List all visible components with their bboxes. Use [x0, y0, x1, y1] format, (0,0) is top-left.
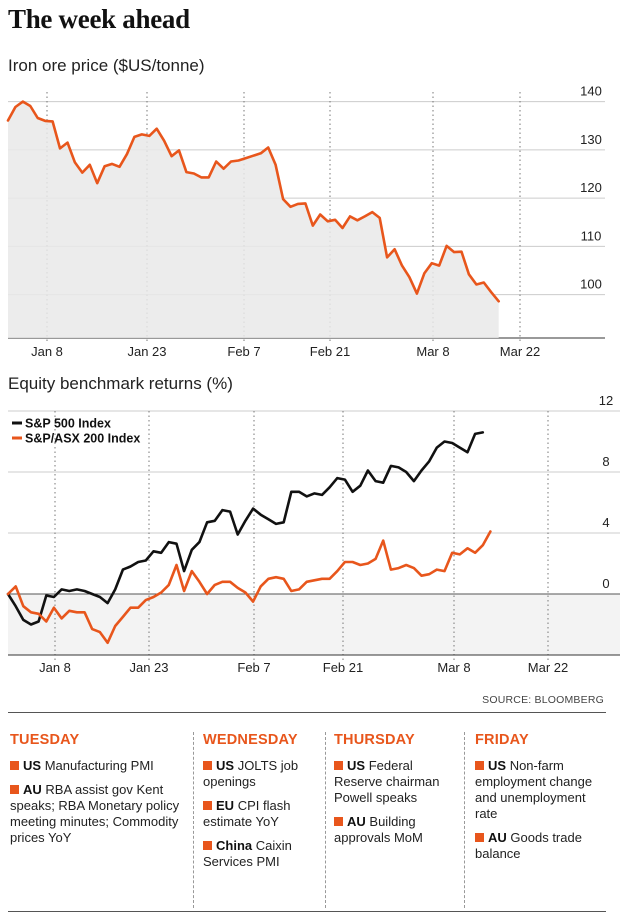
x-tick-label: Feb 21: [310, 344, 350, 359]
y-tick-label: 130: [580, 132, 602, 147]
region-label: AU: [347, 814, 366, 829]
calendar-day-wednesday: WEDNESDAY US JOLTS job openings EU CPI f…: [203, 732, 321, 878]
event-text: CPI flash estimate YoY: [203, 798, 291, 829]
y-tick-label: 12: [599, 393, 613, 408]
bullet-square-icon: [334, 817, 343, 826]
iron-ore-chart-title: Iron ore price ($US/tonne): [8, 56, 205, 75]
event-text: Building approvals MoM: [334, 814, 423, 845]
calendar-item: US JOLTS job openings: [203, 758, 321, 790]
calendar-item: AU Building approvals MoM: [334, 814, 454, 846]
y-tick-label: 140: [580, 84, 602, 99]
calendar-item: AU Goods trade balance: [475, 830, 610, 862]
bullet-square-icon: [475, 761, 484, 770]
y-tick-label: 8: [602, 454, 609, 469]
equity-returns-chart: 0 4 8 12 Jan 8 Jan 23 Feb 7 Feb 21 Mar 8 Mar 22 S&…: [6, 393, 620, 675]
x-tick-label: Jan 23: [127, 344, 166, 359]
y-tick-label: 4: [602, 515, 609, 530]
series-line: [6, 530, 492, 645]
bullet-square-icon: [475, 833, 484, 842]
bullet-square-icon: [203, 761, 212, 770]
calendar-item: US Federal Reserve chairman Powell speak…: [334, 758, 454, 806]
iron-ore-chart: 100 110 120 130 140 Jan 8 Jan 23 Feb 7 Feb 21 Mar…: [6, 84, 605, 359]
bullet-square-icon: [10, 785, 19, 794]
source-note: SOURCE: BLOOMBERG: [482, 694, 604, 706]
calendar-item: US Manufacturing PMI: [10, 758, 186, 774]
event-text: JOLTS job openings: [203, 758, 299, 789]
calendar-day-tuesday: TUESDAY US Manufacturing PMI AU RBA assi…: [10, 732, 186, 854]
event-text: Caixin Services PMI: [203, 838, 292, 869]
top-divider: [8, 712, 606, 713]
y-tick-label: 0: [602, 576, 609, 591]
x-tick-label: Feb 7: [237, 660, 270, 675]
day-heading: FRIDAY: [475, 732, 529, 748]
calendar-item: US Non-farm employment change and unempl…: [475, 758, 610, 822]
region-label: US: [488, 758, 507, 773]
event-text: Federal Reserve chairman Powell speaks: [334, 758, 440, 805]
series-line: [6, 100, 500, 303]
calendar-item: China Caixin Services PMI: [203, 838, 321, 870]
legend-label: S&P/ASX 200 Index: [25, 432, 140, 446]
x-tick-label: Mar 22: [528, 660, 568, 675]
series-area-fill: [8, 101, 499, 338]
x-tick-label: Mar 8: [437, 660, 470, 675]
series-line: [6, 431, 485, 626]
y-tick-label: 120: [580, 180, 602, 195]
calendar-separator: [193, 732, 194, 908]
region-label: EU: [216, 798, 235, 813]
day-heading: THURSDAY: [334, 732, 415, 748]
calendar-separator: [464, 732, 465, 908]
x-tick-label: Feb 7: [227, 344, 260, 359]
day-heading: TUESDAY: [10, 732, 80, 748]
bullet-square-icon: [203, 841, 212, 850]
region-label: AU: [23, 782, 42, 797]
calendar-day-friday: FRIDAY US Non-farm employment change and…: [475, 732, 610, 870]
page-title: The week ahead: [8, 4, 190, 34]
y-tick-label: 100: [580, 277, 602, 292]
x-tick-label: Mar 22: [500, 344, 540, 359]
x-tick-label: Mar 8: [416, 344, 449, 359]
event-text: Non-farm employment change and unemploym…: [475, 758, 593, 821]
x-tick-label: Feb 21: [323, 660, 363, 675]
calendar-item: AU RBA assist gov Kent speaks; RBA Monet…: [10, 782, 186, 846]
event-text: Goods trade balance: [475, 830, 582, 861]
region-label: US: [347, 758, 366, 773]
event-text: RBA assist gov Kent speaks; RBA Monetary…: [10, 782, 180, 845]
below-zero-shading: [8, 594, 620, 655]
calendar-item: EU CPI flash estimate YoY: [203, 798, 321, 830]
y-tick-label: 110: [581, 228, 602, 243]
region-label: AU: [488, 830, 507, 845]
bullet-square-icon: [334, 761, 343, 770]
event-text: Manufacturing PMI: [44, 758, 154, 773]
x-tick-label: Jan 23: [129, 660, 168, 675]
region-label: US: [216, 758, 235, 773]
bullet-square-icon: [203, 801, 212, 810]
calendar-separator: [325, 732, 326, 908]
legend-label: S&P 500 Index: [25, 417, 111, 431]
x-tick-label: Jan 8: [31, 344, 63, 359]
x-tick-label: Jan 8: [39, 660, 71, 675]
bullet-square-icon: [10, 761, 19, 770]
region-label: US: [23, 758, 42, 773]
calendar-day-thursday: THURSDAY US Federal Reserve chairman Pow…: [334, 732, 454, 854]
region-label: China: [216, 838, 253, 853]
bottom-divider: [8, 911, 606, 912]
equity-chart-title: Equity benchmark returns (%): [8, 374, 233, 393]
day-heading: WEDNESDAY: [203, 732, 298, 748]
